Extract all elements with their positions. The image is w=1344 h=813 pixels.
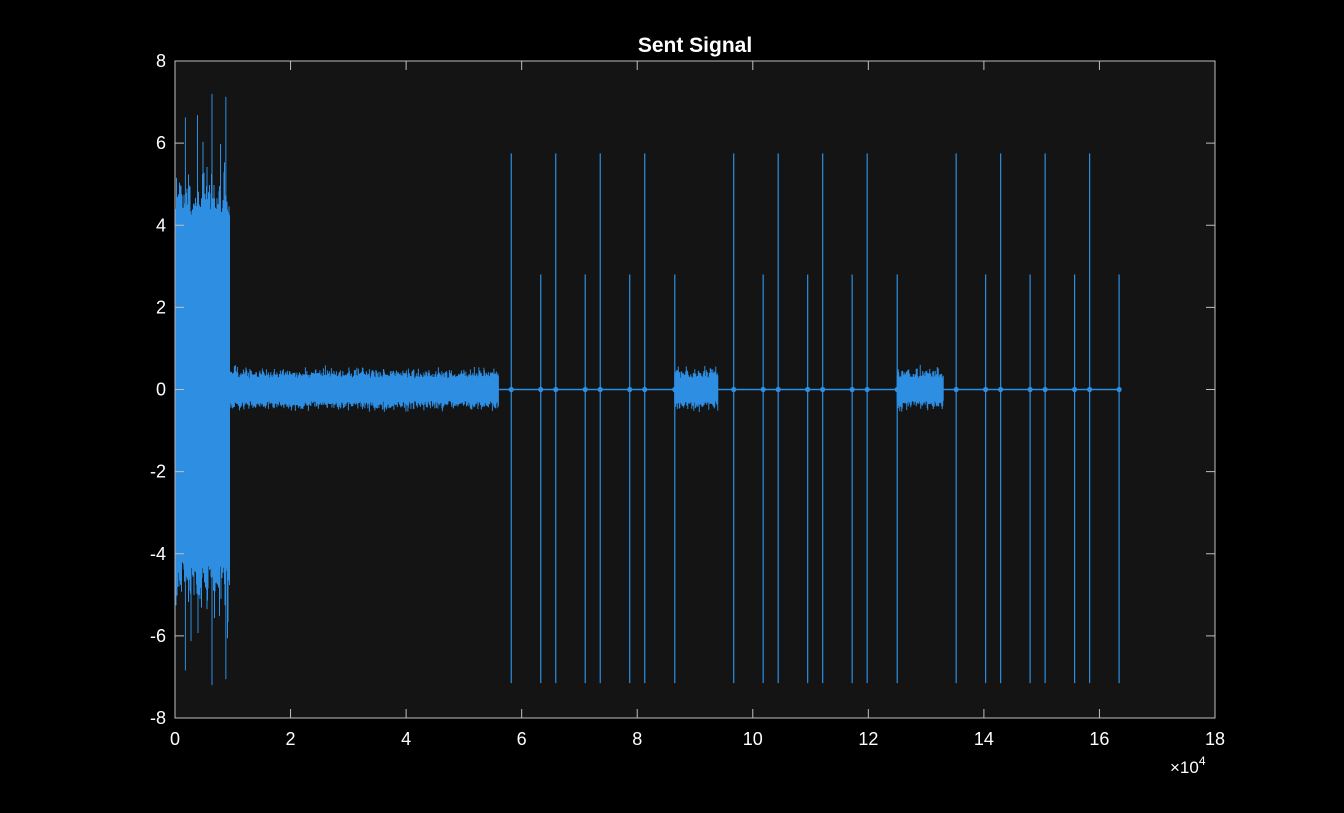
- x-axis-exponent: ×104: [1170, 754, 1206, 777]
- signal-spike-node: [820, 386, 826, 393]
- y-tick-label: 4: [156, 215, 166, 235]
- signal-spike-node: [983, 386, 989, 393]
- y-tick-label: 2: [156, 297, 166, 317]
- signal-spike-node: [864, 386, 870, 393]
- y-tick-label: -2: [150, 462, 166, 482]
- y-tick-label: -8: [150, 708, 166, 728]
- signal-spike-node: [508, 386, 514, 393]
- signal-spike-node: [553, 386, 559, 393]
- x-tick-label: 4: [401, 729, 411, 749]
- signal-spike-node: [894, 386, 900, 393]
- signal-spike-node: [775, 386, 781, 393]
- y-tick-label: -6: [150, 626, 166, 646]
- signal-spike-node: [1072, 386, 1078, 393]
- y-tick-label: -4: [150, 544, 166, 564]
- signal-spike-node: [1087, 386, 1093, 393]
- y-tick-label: 8: [156, 51, 166, 71]
- x-tick-label: 2: [286, 729, 296, 749]
- signal-spike-node: [731, 386, 737, 393]
- ticks-layer: 0 2 4 6 8 10 12 14 16 18 -8 -6 -4 -2 0 2 4 6 8: [150, 51, 1225, 749]
- signal-spike-node: [642, 386, 648, 393]
- signal-spike-node: [538, 386, 544, 393]
- signal-spike-node: [1042, 386, 1048, 393]
- signal-spike-node: [627, 386, 633, 393]
- x-exponent-base: ×10: [1170, 758, 1199, 777]
- signal-noise-band: [229, 365, 499, 412]
- x-tick-label: 14: [974, 729, 994, 749]
- signal-spike-node: [1027, 386, 1033, 393]
- x-tick-label: 0: [170, 729, 180, 749]
- chart-title: Sent Signal: [638, 34, 752, 57]
- signal-spike-node: [849, 386, 855, 393]
- signal-spike-node: [998, 386, 1004, 393]
- x-tick-label: 18: [1205, 729, 1225, 749]
- x-tick-label: 16: [1089, 729, 1109, 749]
- x-tick-label: 8: [632, 729, 642, 749]
- x-tick-label: 6: [517, 729, 527, 749]
- signal-spike-node: [672, 386, 678, 393]
- y-tick-label: 0: [156, 380, 166, 400]
- x-tick-label: 12: [858, 729, 878, 749]
- x-tick-label: 10: [743, 729, 763, 749]
- signal-spike-node: [582, 386, 588, 393]
- signal-spike-node: [597, 386, 603, 393]
- y-tick-label: 6: [156, 133, 166, 153]
- signal-spike-node: [760, 386, 766, 393]
- signal-spike-node: [805, 386, 811, 393]
- signal-spike-node: [1116, 386, 1122, 393]
- signal-spike-node: [953, 386, 959, 393]
- series-layer: [174, 93, 1122, 686]
- x-exponent-power: 4: [1199, 754, 1206, 768]
